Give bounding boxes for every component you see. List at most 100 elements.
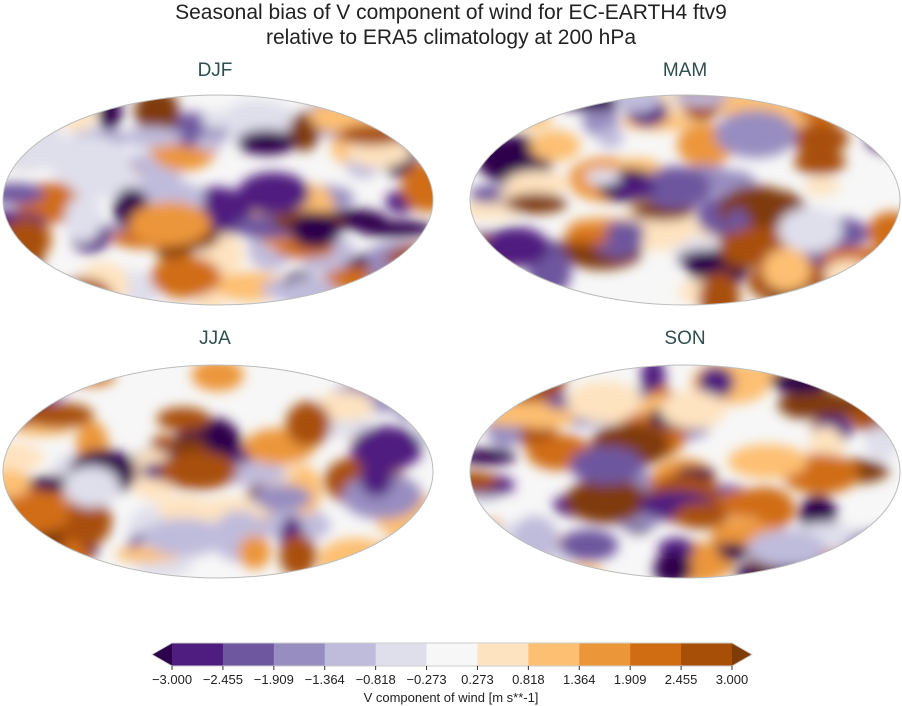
bias-contour-blob: [380, 540, 433, 575]
colorbar-swatch: [324, 643, 377, 666]
colorbar-tick-label: 0.818: [512, 672, 545, 687]
bias-contour-blob: [797, 95, 849, 125]
bias-contour-blob: [864, 425, 900, 460]
bias-contour-blob: [365, 242, 433, 275]
bias-contour-blob: [565, 477, 649, 524]
colorbar-tick-label: 2.455: [664, 672, 698, 687]
bias-contour-blob: [615, 178, 657, 200]
bias-contour-blob: [3, 365, 42, 400]
bias-contour-blob: [558, 529, 619, 562]
bias-contour-blob: [150, 255, 222, 299]
colorbar-tick-label: −1.909: [253, 672, 294, 687]
colorbar-tick-label: −1.364: [304, 672, 345, 687]
bias-contour-blob: [823, 259, 873, 289]
bias-contour-blob: [21, 402, 94, 428]
colorbar-under-arrow: [152, 643, 172, 666]
bias-contour-blob: [807, 95, 846, 116]
bias-contour-blob: [566, 564, 604, 578]
colorbar-tick-label: −3.000: [151, 672, 193, 687]
colorbar-swatch: [681, 643, 733, 666]
bias-contour-blob: [770, 368, 831, 395]
bias-contour-blob: [697, 366, 735, 399]
bias-contour-blob: [338, 124, 406, 146]
colorbar-swatch: [426, 643, 478, 666]
bias-contour-blob: [400, 130, 433, 152]
bias-contour-blob: [195, 288, 224, 305]
bias-contour-blob: [237, 129, 297, 155]
bias-contour-blob: [119, 126, 183, 148]
bias-contour-blob: [480, 97, 536, 118]
colorbar-tick-label: −2.455: [202, 672, 243, 687]
bias-contour-blob: [762, 247, 811, 292]
bias-contour-blob: [777, 207, 843, 253]
bias-contour-blob: [3, 261, 42, 280]
bias-contour-blob: [474, 520, 510, 544]
bias-contour-blob: [511, 407, 576, 429]
colorbar-label: V component of wind [m s**-1]: [363, 690, 539, 705]
bias-contour-blob: [641, 166, 712, 210]
bias-contour-blob: [362, 365, 433, 382]
bias-contour-blob: [829, 365, 900, 388]
bias-contour-blob: [56, 95, 97, 132]
colorbar-tick-label: 0.273: [461, 672, 494, 687]
map-outline: [2, 94, 434, 306]
colorbar: [150, 642, 754, 670]
map-outline: [469, 364, 901, 579]
colorbar-swatch: [579, 643, 631, 666]
bias-contour-blob: [606, 220, 645, 245]
bias-contour-blob: [201, 111, 230, 131]
bias-contour-blob: [395, 366, 433, 406]
bias-contour-blob: [3, 95, 30, 106]
bias-contour-blob: [285, 401, 332, 447]
bias-contour-blob: [717, 489, 779, 518]
bias-contour-blob: [854, 96, 894, 119]
bias-contour-blob: [156, 407, 211, 431]
bias-contour-blob: [67, 367, 116, 386]
bias-contour-blob: [483, 226, 549, 268]
map-panel-djf: [3, 95, 433, 305]
colorbar-swatch: [528, 643, 580, 666]
bias-contour-blob: [3, 183, 45, 205]
map-panel-son: [470, 365, 900, 578]
bias-contour-blob: [64, 194, 103, 243]
panel-title-son: SON: [664, 328, 706, 349]
bias-contour-blob: [566, 380, 642, 423]
bias-contour-blob: [597, 126, 624, 149]
colorbar-tick-label: 1.909: [613, 672, 647, 687]
colorbar-tick-label: −0.273: [406, 672, 447, 687]
bias-contour-blob: [584, 168, 621, 186]
bias-contour-blob: [97, 95, 122, 131]
bias-contour-blob: [57, 495, 112, 548]
figure-title-line1: Seasonal bias of V component of wind for…: [175, 1, 727, 24]
colorbar-swatch: [222, 643, 275, 666]
colorbar-tick-label: 3.000: [715, 672, 749, 687]
bias-contour-blob: [660, 390, 727, 430]
bias-contour-blob: [562, 228, 615, 245]
colorbar-swatch: [172, 643, 224, 666]
colorbar-over-arrow: [732, 643, 752, 666]
bias-contour-blob: [252, 484, 312, 512]
colorbar-tick-label: 1.364: [562, 672, 596, 687]
bias-contour-blob: [714, 110, 797, 158]
bias-contour-blob: [41, 539, 90, 577]
colorbar-swatch: [375, 643, 428, 666]
bias-contour-blob: [366, 264, 433, 291]
bias-contour-blob: [191, 365, 244, 392]
bias-contour-blob: [529, 130, 581, 162]
bias-contour-blob: [384, 244, 433, 282]
panel-title-mam: MAM: [662, 60, 708, 81]
bias-contour-blob: [3, 469, 31, 498]
colorbar-swatch: [630, 643, 682, 666]
bias-contour-blob: [794, 148, 846, 176]
bias-contour-blob: [505, 192, 567, 214]
bias-contour-blob: [281, 276, 339, 305]
colorbar-swatch: [477, 643, 529, 666]
bias-contour-blob: [569, 446, 644, 485]
bias-contour-blob: [717, 542, 749, 561]
bias-contour-blob: [747, 529, 827, 567]
bias-contour-blob: [128, 201, 211, 246]
map-panel-mam: [470, 95, 900, 305]
bias-contour-blob: [49, 547, 80, 578]
bias-contour-blob: [860, 370, 900, 408]
